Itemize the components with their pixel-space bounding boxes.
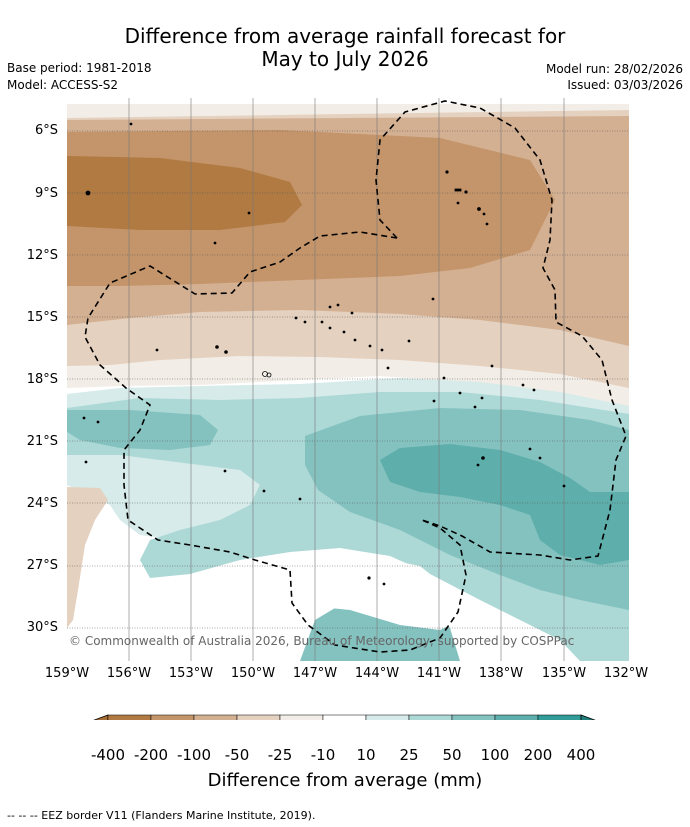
colorbar-label: 400 [566,746,596,764]
eez-french-polynesia [375,100,627,561]
colorbar-segment [107,714,152,720]
parallels [67,130,629,629]
colorbar-segment [193,714,238,720]
dry-patch-sw [67,487,108,628]
lat-label-24s: 24°S [26,496,58,511]
colorbar-segment [365,714,410,720]
colorbar-label: -25 [267,746,293,764]
lon-label-138w: 138°W [478,666,524,681]
lat-label-15s: 15°S [26,310,58,325]
colorbar-segment [494,714,539,720]
colorbar-label: -10 [310,746,336,764]
colorbar-label: 10 [356,746,376,764]
colorbar-arrow-high [580,714,596,720]
model-run-date: Model run: 28/02/2026 [545,62,683,76]
lat-label-18s: 18°S [26,372,58,387]
lat-label-6s: 6°S [34,123,58,138]
colorbar-label: -200 [133,746,169,764]
colorbar-segment [322,714,367,720]
islands [82,122,566,586]
island-outlines [262,371,272,378]
lon-label-153w: 153°W [168,666,214,681]
lon-label-150w: 150°W [230,666,276,681]
colorbar-label: -400 [90,746,126,764]
white-patch-s [200,558,460,630]
colorbar-label: -50 [224,746,250,764]
lon-label-144w: 144°W [354,666,400,681]
colorbar-segment [537,714,582,720]
lon-label-156w: 156°W [106,666,152,681]
colorbar-title: Difference from average (mm) [207,770,483,791]
colorbar-segment [451,714,496,720]
model-name: Model: ACCESS-S2 [7,78,119,92]
rainfall-map [67,98,629,720]
wet-core [380,444,629,565]
lon-label-132w: 132°W [603,666,649,681]
lat-label-12s: 12°S [26,248,58,263]
lon-label-135w: 135°W [541,666,587,681]
lon-label-141w: 141°W [416,666,462,681]
colorbar-label: 200 [523,746,553,764]
issued-date: Issued: 03/03/2026 [567,78,683,92]
lat-label-30s: 30°S [26,620,58,635]
eez-cook-islands [84,231,467,653]
colorbar-segment [150,714,195,720]
lon-label-147w: 147°W [292,666,338,681]
lat-label-27s: 27°S [26,558,58,573]
eez-legend-footer: -- -- -- EEZ border V11 (Flanders Marine… [7,809,316,822]
wet-patch-west [67,410,218,450]
colorbar-arrow-low [93,714,109,720]
colorbar-label: 100 [480,746,510,764]
eez-borders [84,100,627,653]
map-title-line2: May to July 2026 [261,47,429,71]
map-title-line1: Difference from average rainfall forecas… [124,24,566,48]
copyright-notice: © Commonwealth of Australia 2026, Bureau… [69,634,575,648]
base-period: Base period: 1981-2018 [7,61,152,75]
lat-label-21s: 21°S [26,434,58,449]
colorbar [93,714,596,720]
colorbar-segment [408,714,453,720]
lat-label-9s: 9°S [34,186,58,201]
colorbar-label: 50 [442,746,462,764]
lon-label-159w: 159°W [44,666,90,681]
colorbar-label: 25 [399,746,419,764]
colorbar-segment [236,714,281,720]
colorbar-label: -100 [176,746,212,764]
colorbar-segment [279,714,324,720]
